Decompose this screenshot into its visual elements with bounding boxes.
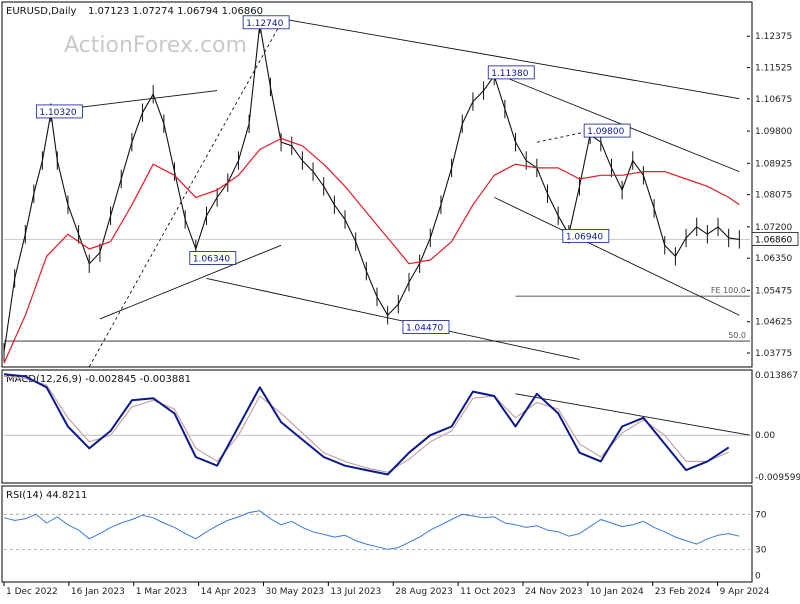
price-label: 1.04470: [406, 323, 443, 333]
x-axis-tick-label: 11 Oct 2023: [460, 587, 516, 597]
price-trendline: [99, 244, 282, 320]
price-label: 1.11380: [491, 69, 528, 79]
price-y-tick-label: 1.04625: [755, 318, 792, 328]
rsi-y-tick-label: 70: [755, 510, 767, 520]
current-price-box: [751, 231, 799, 246]
macd-panel: [1, 369, 753, 484]
macd-y-tick-label: 0.00: [755, 431, 775, 441]
x-axis-tick-label: 28 Aug 2023: [395, 587, 453, 597]
rsi-y-tick-label: 30: [755, 545, 767, 555]
macd-title: MACD(12,26,9) -0.002845 -0.003881: [6, 374, 191, 385]
x-axis-tick-label: 16 Jan 2023: [71, 587, 125, 597]
macd-trendline: [515, 393, 751, 436]
price-y-tick-label: 1.08925: [755, 159, 792, 169]
x-axis-tick-label: 13 Jul 2023: [330, 587, 381, 597]
price-y-tick-label: 1.03775: [755, 349, 792, 359]
watermark: ActionForex.com: [64, 33, 247, 58]
x-axis-tick-label: 30 May 2023: [265, 587, 324, 597]
macd-line: [3, 373, 730, 476]
rsi-title: RSI(14) 44.8211: [6, 490, 87, 501]
macd-panel-frame: [1, 369, 753, 484]
axis-layer: 1 Dec 2022 16 Jan 2023 1 Mar 2023 14 Apr 20…: [3, 582, 770, 597]
macd-y-tick-label: -0.009599: [755, 473, 800, 483]
price-y-tick-label: 1.06350: [755, 254, 792, 264]
ohlc-readout: 1.07123 1.07274 1.06794 1.06860: [88, 6, 263, 17]
price-y-tick-label: 1.05475: [755, 286, 792, 296]
x-axis-tick-label: 1 Mar 2023: [136, 587, 187, 597]
price-label: 1.06340: [193, 255, 230, 265]
moving-average-line: [3, 137, 740, 364]
macd-layer: 0.013867 0.00 -0.009599: [3, 371, 800, 483]
reference-line-label: FE 100.0: [711, 286, 746, 295]
price-label: 1.12740: [246, 19, 283, 29]
price-label-box: [562, 229, 610, 243]
price-label: 1.06940: [566, 232, 603, 242]
symbol-label: EURUSD,Daily: [6, 6, 77, 17]
current-price-label: 1.06860: [755, 235, 792, 245]
macd-y-tick-label: 0.013867: [755, 371, 798, 381]
price-label-box: [35, 104, 83, 119]
price-trendline: [206, 277, 580, 360]
price-trendline: [494, 196, 740, 316]
rsi-panel: [1, 485, 753, 583]
rsi-line: [3, 510, 740, 550]
price-y-tick-label: 1.12375: [755, 32, 792, 42]
price-panel: [1, 1, 753, 368]
price-panel-frame: [1, 1, 753, 368]
price-y-tick-label: 1.08075: [755, 191, 792, 201]
price-trendline: [281, 18, 740, 100]
price-label: 1.10320: [39, 108, 76, 118]
x-axis-tick-label: 24 Nov 2023: [525, 587, 583, 597]
reference-line-label: 50.0: [728, 331, 746, 340]
price-label-box: [487, 65, 535, 80]
price-label-box: [583, 123, 631, 138]
x-axis-tick-label: 14 Apr 2023: [201, 587, 257, 597]
price-label: 1.09800: [587, 127, 624, 137]
price-trendline: [494, 72, 740, 173]
x-axis-tick-label: 10 Jan 2024: [590, 587, 644, 597]
price-label-box: [242, 15, 290, 30]
x-axis-tick-label: 9 Apr 2024: [720, 587, 770, 597]
price-label-box: [189, 251, 237, 265]
x-axis-tick-label: 23 Feb 2024: [655, 587, 711, 597]
price-y-tick-label: 1.07200: [755, 223, 792, 233]
price-label-box: [402, 320, 450, 334]
price-layer: 1.12375 1.11525 1.10675 1.09800 1.08925 1.080…: [3, 15, 799, 368]
rsi-y-tick-label: 0: [755, 572, 761, 582]
price-y-tick-label: 1.11525: [755, 64, 792, 74]
rsi-panel-frame: [1, 485, 753, 583]
price-y-tick-label: 1.09800: [755, 127, 792, 137]
rsi-layer: 70 30 0: [3, 510, 767, 582]
x-axis-tick-label: 1 Dec 2022: [6, 587, 58, 597]
price-y-tick-label: 1.10675: [755, 95, 792, 105]
